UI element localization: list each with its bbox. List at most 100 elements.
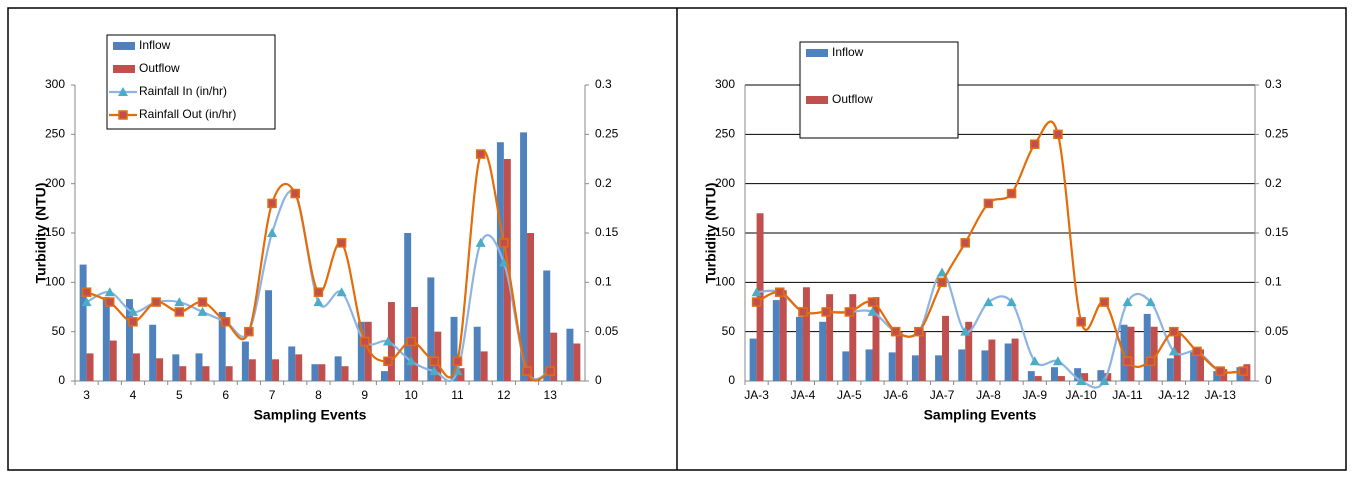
marker <box>1099 376 1110 385</box>
marker <box>1052 356 1063 366</box>
bar <box>241 341 249 381</box>
bar <box>842 351 850 381</box>
bar <box>295 354 303 381</box>
x-tick-label: JA-7 <box>930 388 955 402</box>
x-tick-label: 4 <box>130 388 137 402</box>
marker <box>244 326 254 337</box>
bar <box>1150 326 1158 381</box>
bar <box>149 324 157 381</box>
x-tick-label: 7 <box>269 388 276 402</box>
marker <box>313 297 324 307</box>
bar <box>404 233 412 381</box>
bar <box>520 132 528 381</box>
bar <box>387 302 395 381</box>
marker <box>751 297 762 307</box>
x-tick-label: 11 <box>451 388 464 402</box>
marker <box>174 307 185 317</box>
bar <box>334 356 342 381</box>
legend-label: Outflow <box>832 92 873 106</box>
marker <box>1169 326 1179 337</box>
bar <box>1127 326 1135 381</box>
y2-tick-label: 0.3 <box>595 77 612 91</box>
bar <box>341 366 349 381</box>
y2-tick-label: 0 <box>1265 373 1272 387</box>
marker <box>1145 297 1156 307</box>
y2-tick-label: 0 <box>595 373 602 387</box>
x-tick-label: JA-10 <box>1065 388 1097 402</box>
marker <box>775 287 785 297</box>
y2-tick-label: 0.25 <box>1265 127 1289 141</box>
bar <box>1190 351 1198 381</box>
bar <box>772 300 780 381</box>
bar <box>527 233 534 381</box>
y-tick-label: 150 <box>45 225 65 239</box>
legend-label: Outflow <box>139 61 180 75</box>
x-tick-label: 13 <box>544 388 558 402</box>
bar <box>988 339 996 381</box>
bar <box>265 290 273 381</box>
legend-label: Rainfall In (in/hr) <box>139 84 227 98</box>
marker <box>383 356 393 367</box>
bar <box>364 321 372 381</box>
marker <box>1053 129 1063 140</box>
marker <box>937 277 947 288</box>
bar <box>318 364 326 381</box>
bar <box>935 355 943 381</box>
bar <box>473 326 481 381</box>
marker <box>81 287 92 297</box>
legend-swatch <box>806 96 828 104</box>
bar <box>1081 373 1089 381</box>
bar <box>503 159 511 381</box>
bar <box>796 316 803 381</box>
y-tick-label: 300 <box>45 77 65 91</box>
y2-tick-label: 0.05 <box>595 324 619 338</box>
bar <box>1051 367 1058 381</box>
marker <box>1238 366 1249 376</box>
bar <box>272 359 279 381</box>
x-tick-label: JA-9 <box>1022 388 1047 402</box>
bar <box>566 328 574 381</box>
bar <box>1197 349 1204 381</box>
marker <box>1030 139 1040 149</box>
x-tick-label: 6 <box>222 388 229 402</box>
marker <box>197 297 208 307</box>
bar <box>958 349 966 381</box>
marker <box>960 326 971 336</box>
y-axis-title: Turbidity (NTU) <box>703 183 719 284</box>
bar <box>248 359 256 381</box>
bar <box>543 270 551 381</box>
x-axis-title: Sampling Events <box>924 407 1037 423</box>
bar <box>434 331 442 381</box>
marker <box>960 238 970 248</box>
marker <box>267 198 277 209</box>
bar <box>86 353 94 381</box>
bar <box>1173 331 1181 381</box>
marker <box>220 317 231 327</box>
bar <box>942 315 949 381</box>
bar <box>895 331 903 381</box>
bar <box>427 277 435 381</box>
bar <box>202 366 210 381</box>
marker <box>452 356 463 367</box>
marker <box>983 198 994 209</box>
x-axis-title: Sampling Events <box>254 407 367 423</box>
y-tick-label: 200 <box>45 176 65 190</box>
bar <box>1213 371 1221 381</box>
marker <box>267 228 278 237</box>
x-tick-label: JA-8 <box>976 388 1001 402</box>
x-tick-label: 9 <box>361 388 368 402</box>
y-axis-title: Turbidity (NTU) <box>33 183 49 284</box>
y-tick-label: 0 <box>58 373 65 387</box>
bar <box>819 321 827 381</box>
marker <box>498 257 509 267</box>
marker <box>81 297 92 307</box>
marker <box>1168 346 1179 356</box>
bar <box>225 366 233 381</box>
legend-box <box>799 41 959 139</box>
marker <box>798 307 808 317</box>
y-tick-label: 200 <box>715 176 735 190</box>
marker <box>429 356 440 367</box>
y2-tick-label: 0.1 <box>1265 275 1282 289</box>
marker <box>844 307 855 317</box>
